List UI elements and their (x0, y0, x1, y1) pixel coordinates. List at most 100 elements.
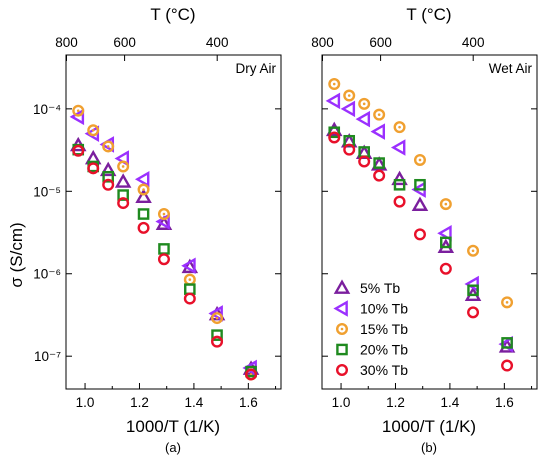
data-point (211, 335, 224, 348)
data-point (99, 161, 117, 177)
series-30-tb (72, 144, 258, 381)
data-point (184, 283, 196, 295)
data-point (411, 196, 429, 211)
x-tick-label: 1.6 (495, 395, 514, 410)
data-point (208, 305, 223, 322)
data-point (414, 178, 426, 191)
data-point (102, 178, 115, 191)
data-point (501, 296, 514, 309)
data-point (393, 178, 406, 191)
data-point (211, 329, 223, 341)
legend-label: 15% Tb (360, 321, 408, 337)
top-tick-label: 400 (206, 35, 229, 50)
data-point (211, 312, 224, 325)
series-5-tb (325, 121, 516, 353)
data-point (245, 368, 258, 381)
data-point (114, 173, 132, 188)
legend-item: 20% Tb (336, 342, 408, 358)
data-point (158, 243, 170, 255)
top-tick-label: 600 (113, 35, 136, 50)
data-point (328, 126, 341, 139)
series-20-tb (72, 143, 257, 378)
y-axis-label: σ (S/cm) (7, 222, 26, 287)
data-point (137, 183, 150, 196)
data-point (137, 221, 150, 234)
series-10-tb (325, 92, 513, 353)
data-point (373, 108, 386, 121)
data-point (464, 275, 479, 293)
x-tick-label: 1.2 (386, 395, 405, 410)
series-15-tb (328, 78, 514, 309)
data-point (328, 131, 341, 144)
panel-title: Dry Air (236, 61, 277, 76)
legend-item: 10% Tb (333, 300, 408, 317)
legend-item: 5% Tb (333, 279, 400, 296)
top-axis-label: T (°C) (406, 5, 451, 24)
data-point (370, 123, 386, 140)
data-point (467, 306, 480, 319)
data-point (501, 359, 514, 372)
legend-item: 15% Tb (336, 321, 408, 337)
x-axis-label: 1000/T (1/K) (382, 417, 476, 436)
series-20-tb (328, 126, 513, 349)
data-point (358, 155, 371, 168)
legend-label: 30% Tb (360, 362, 408, 378)
panel-title: Wet Air (489, 61, 533, 76)
legend-marker (333, 300, 348, 317)
y-axis-title: σ (S/cm) (7, 222, 26, 287)
data-point (343, 89, 356, 102)
data-point (72, 144, 85, 157)
x-tick-label: 1.0 (76, 395, 95, 410)
data-point (328, 78, 341, 91)
x-tick-label: 1.0 (332, 395, 351, 410)
data-point (72, 104, 85, 117)
top-tick-label: 800 (311, 35, 334, 50)
data-point (325, 121, 343, 137)
data-point (373, 157, 385, 169)
data-point (157, 208, 170, 221)
data-point (390, 139, 406, 156)
data-point (358, 97, 371, 110)
legend-marker (336, 323, 349, 336)
data-point (391, 170, 408, 186)
legend: 5% Tb 10% Tb 15% Tb 20% Tb 30% Tb (333, 279, 408, 378)
data-point (343, 143, 356, 156)
top-tick-label: 800 (55, 35, 78, 50)
y-tick-label: 10⁻⁷ (34, 349, 61, 364)
panel-label: (b) (421, 440, 437, 455)
legend-label: 20% Tb (360, 342, 408, 358)
data-point (467, 284, 479, 297)
data-point (137, 208, 150, 220)
data-point (439, 262, 452, 275)
plot-frame (321, 54, 538, 390)
data-point (117, 189, 129, 201)
data-point (157, 253, 170, 266)
data-point (355, 110, 371, 128)
panel-dry-air: Dry Air 1000/T (1/K) T (°C) (a) 1.0 1.2 1.… (33, 5, 282, 455)
data-point (183, 292, 196, 305)
series-10-tb (69, 108, 257, 377)
panel-wet-air: Wet Air 1000/T (1/K) T (°C) (b) 1.0 1.2 1.… (311, 5, 538, 455)
legend-item: 30% Tb (336, 362, 408, 378)
data-point (393, 195, 406, 208)
data-point (370, 156, 388, 171)
data-point (87, 124, 100, 137)
legend-label: 10% Tb (360, 301, 408, 317)
x-tick-label: 1.4 (441, 395, 460, 410)
data-point (181, 257, 196, 275)
x-tick-label: 1.6 (239, 395, 258, 410)
x-tick-label: 1.2 (130, 395, 149, 410)
x-tick-label: 1.4 (185, 395, 204, 410)
y-tick-label: 10⁻⁶ (33, 267, 61, 282)
data-point (373, 169, 386, 182)
legend-marker (336, 364, 349, 377)
data-point (69, 108, 85, 126)
data-point (134, 170, 150, 188)
data-point (439, 198, 452, 211)
series-5-tb (69, 136, 260, 375)
data-point (117, 197, 130, 210)
data-point (413, 153, 426, 166)
data-point (501, 337, 513, 349)
top-axis-label: T (°C) (150, 5, 195, 24)
